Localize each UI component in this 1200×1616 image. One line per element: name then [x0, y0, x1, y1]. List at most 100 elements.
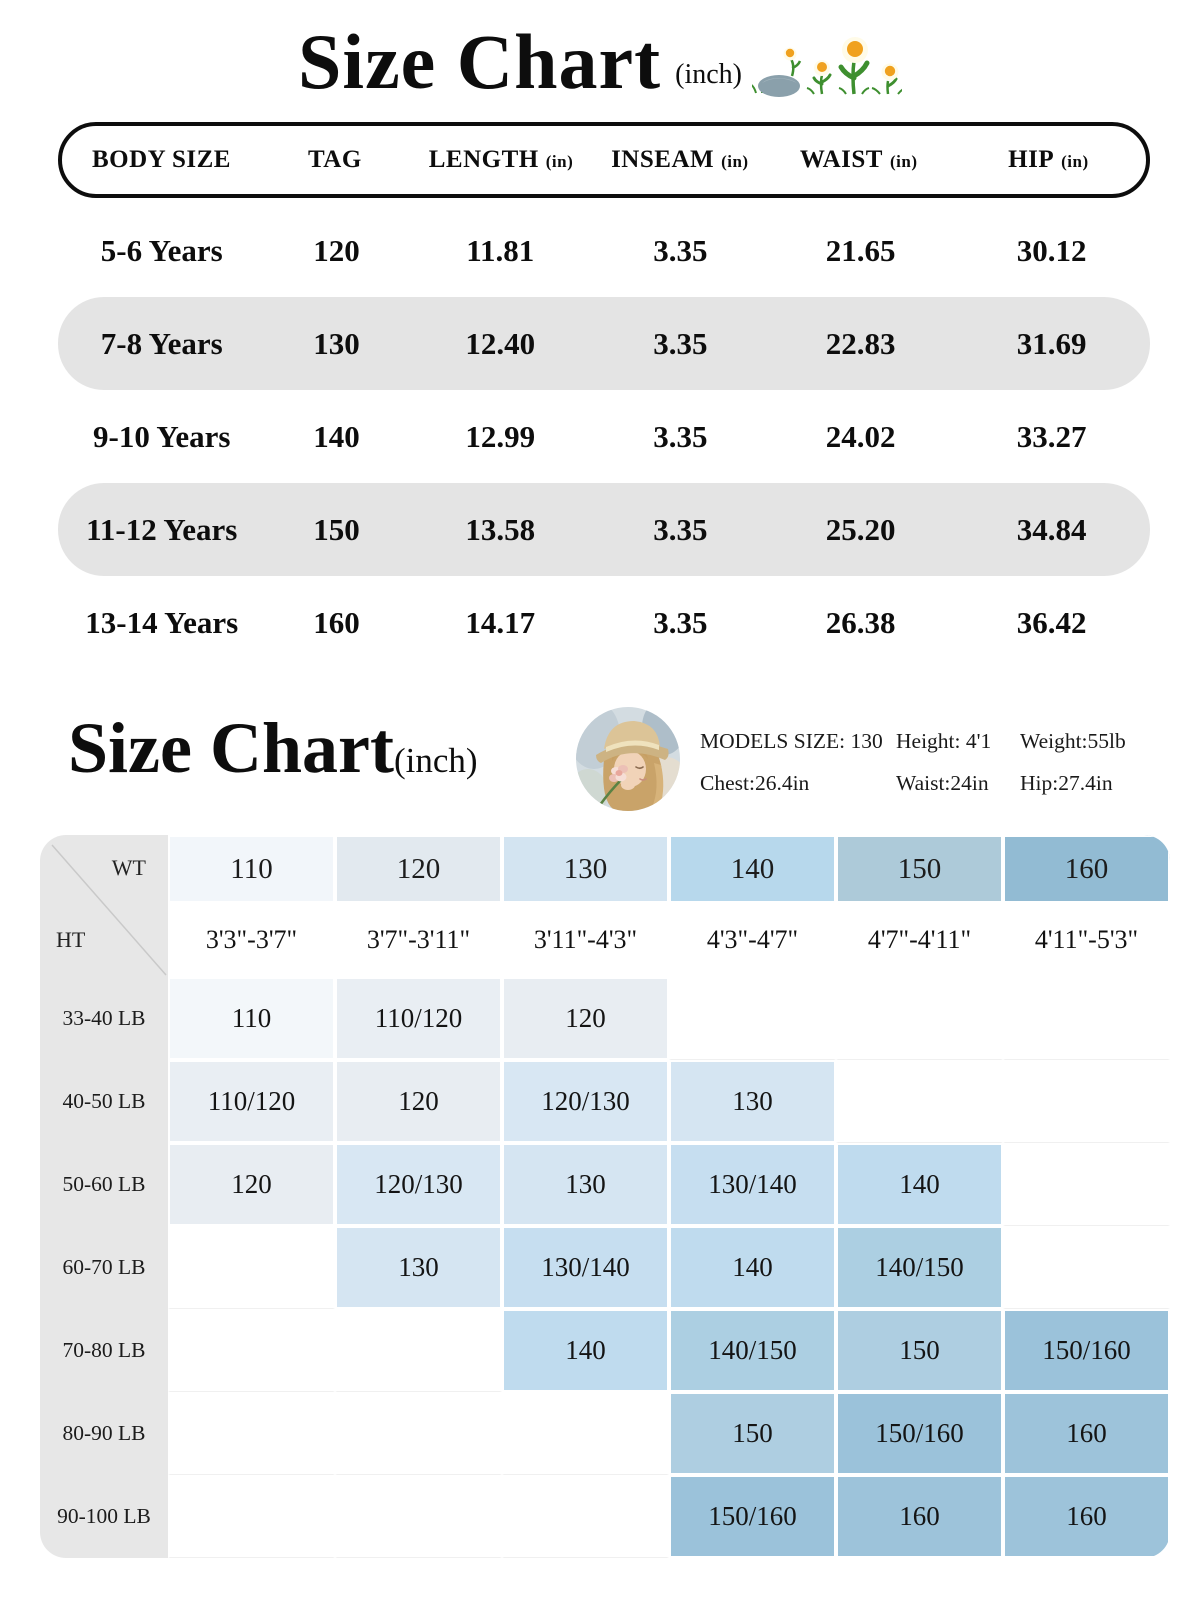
matrix-cell	[1003, 1143, 1170, 1226]
cell-length: 13.58	[465, 511, 536, 547]
table-row: 7-8 Years 130 12.40 3.35 22.83 31.69	[58, 297, 1150, 390]
matrix-cell: 130	[669, 1060, 836, 1143]
diagonal-divider	[51, 844, 167, 976]
cell-body-size: 9-10 Years	[93, 418, 231, 454]
header-waist: WAIST (in)	[799, 146, 918, 173]
matrix-cell	[168, 1309, 335, 1392]
model-info: MODELS SIZE: 130 Height: 4'1 Weight:55lb…	[700, 729, 1126, 796]
height-header-cell: 4'7"-4'11"	[836, 903, 1003, 977]
cell-hip: 36.42	[1016, 604, 1087, 640]
model-size: MODELS SIZE: 130	[700, 729, 883, 753]
matrix-cell	[502, 1392, 669, 1475]
title-unit-2: (inch)	[393, 741, 478, 780]
cell-length: 12.99	[465, 418, 536, 454]
model-hip: Hip:27.4in	[1020, 771, 1113, 795]
cell-body-size: 13-14 Years	[85, 604, 239, 640]
size-table-body: 5-6 Years 120 11.81 3.35 21.65 30.12 7-8…	[58, 204, 1150, 669]
matrix-cell: 110/120	[335, 977, 502, 1060]
model-waist: Waist:24in	[896, 771, 989, 795]
matrix-cell	[502, 1475, 669, 1558]
matrix-cell	[836, 977, 1003, 1060]
cell-waist: 26.38	[825, 604, 896, 640]
size-matrix-table: WT HT 110 120 130 140 150 160 3'3"-3'7" …	[40, 835, 1170, 1558]
size-chart-title-row-1: Size Chart (inch)	[0, 16, 1200, 108]
matrix-cell: 150	[669, 1392, 836, 1475]
height-header-cell: 3'3"-3'7"	[168, 903, 335, 977]
matrix-cell	[335, 1392, 502, 1475]
matrix-cell	[1003, 1060, 1170, 1143]
cell-body-size: 11-12 Years	[86, 511, 238, 547]
header-body-size: BODY SIZE	[91, 146, 231, 173]
cell-length: 11.81	[466, 232, 535, 268]
flowers-icon	[749, 36, 907, 103]
matrix-cell: 130	[335, 1226, 502, 1309]
model-photo	[576, 707, 680, 811]
matrix-cell: 110/120	[168, 1060, 335, 1143]
cell-length: 12.40	[465, 325, 536, 361]
matrix-cell: 140	[836, 1143, 1003, 1226]
weight-row-label: 33-40 LB	[40, 977, 168, 1060]
matrix-cell: 130	[502, 1143, 669, 1226]
matrix-cell: 150/160	[836, 1392, 1003, 1475]
cell-waist: 21.65	[825, 232, 896, 268]
header-tag: TAG	[307, 146, 362, 173]
cell-waist: 25.20	[825, 511, 896, 547]
matrix-cell: 120	[502, 977, 669, 1060]
matrix-cell	[669, 977, 836, 1060]
height-header-cell: 3'7"-3'11"	[335, 903, 502, 977]
weight-row-label: 40-50 LB	[40, 1060, 168, 1143]
size-header-cell: 110	[168, 835, 335, 903]
matrix-cell: 120	[335, 1060, 502, 1143]
matrix-cell: 110	[168, 977, 335, 1060]
height-axis-label: HT	[56, 927, 86, 952]
matrix-cell	[168, 1226, 335, 1309]
matrix-cell: 150	[836, 1309, 1003, 1392]
weight-row-label: 60-70 LB	[40, 1226, 168, 1309]
matrix-cell: 140	[669, 1226, 836, 1309]
matrix-cell: 120/130	[502, 1060, 669, 1143]
header-inseam: INSEAM (in)	[611, 146, 749, 173]
cell-body-size: 5-6 Years	[100, 232, 223, 268]
matrix-cell	[1003, 977, 1170, 1060]
matrix-corner-cell: WT HT	[40, 835, 168, 977]
page-title: Size Chart	[298, 18, 662, 105]
matrix-cell: 140	[502, 1309, 669, 1392]
page-title-2: Size Chart(inch)	[68, 708, 478, 788]
size-header-cell: 120	[335, 835, 502, 903]
header-hip: HIP (in)	[1008, 146, 1089, 173]
table-row: 13-14 Years 160 14.17 3.35 26.38 36.42	[58, 576, 1150, 669]
matrix-cell: 150/160	[669, 1475, 836, 1558]
cell-inseam: 3.35	[653, 511, 708, 547]
cell-hip: 31.69	[1016, 325, 1087, 361]
height-header-cell: 4'3"-4'7"	[669, 903, 836, 977]
weight-row-label: 90-100 LB	[40, 1475, 168, 1558]
matrix-cell: 150/160	[1003, 1309, 1170, 1392]
cell-inseam: 3.35	[653, 325, 708, 361]
matrix-cell: 140/150	[836, 1226, 1003, 1309]
cell-inseam: 3.35	[653, 232, 708, 268]
size-chart-title-row-2: Size Chart(inch) MODELS SI	[0, 703, 1200, 821]
height-header-cell: 3'11"-4'3"	[502, 903, 669, 977]
size-header-cell: 140	[669, 835, 836, 903]
matrix-cell: 120/130	[335, 1143, 502, 1226]
matrix-cell: 130/140	[502, 1226, 669, 1309]
matrix-cell: 130/140	[669, 1143, 836, 1226]
cell-tag: 120	[313, 232, 360, 268]
header-length: LENGTH (in)	[428, 146, 574, 173]
cell-body-size: 7-8 Years	[100, 325, 223, 361]
weight-row-label: 70-80 LB	[40, 1309, 168, 1392]
cell-waist: 24.02	[825, 418, 896, 454]
cell-tag: 160	[313, 604, 360, 640]
cell-waist: 22.83	[825, 325, 896, 361]
model-chest: Chest:26.4in	[700, 771, 810, 795]
weight-row-label: 50-60 LB	[40, 1143, 168, 1226]
size-header-cell: 160	[1003, 835, 1170, 903]
matrix-cell	[836, 1060, 1003, 1143]
cell-tag: 150	[313, 511, 360, 547]
table-row: 9-10 Years 140 12.99 3.35 24.02 33.27	[58, 390, 1150, 483]
cell-length: 14.17	[465, 604, 536, 640]
matrix-cell: 160	[836, 1475, 1003, 1558]
model-height: Height: 4'1	[896, 729, 992, 753]
size-header-cell: 150	[836, 835, 1003, 903]
cell-hip: 34.84	[1016, 511, 1087, 547]
